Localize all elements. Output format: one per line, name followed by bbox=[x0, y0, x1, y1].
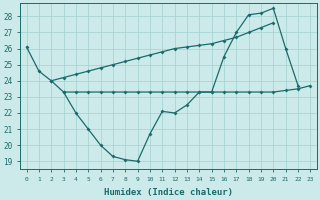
X-axis label: Humidex (Indice chaleur): Humidex (Indice chaleur) bbox=[104, 188, 233, 197]
